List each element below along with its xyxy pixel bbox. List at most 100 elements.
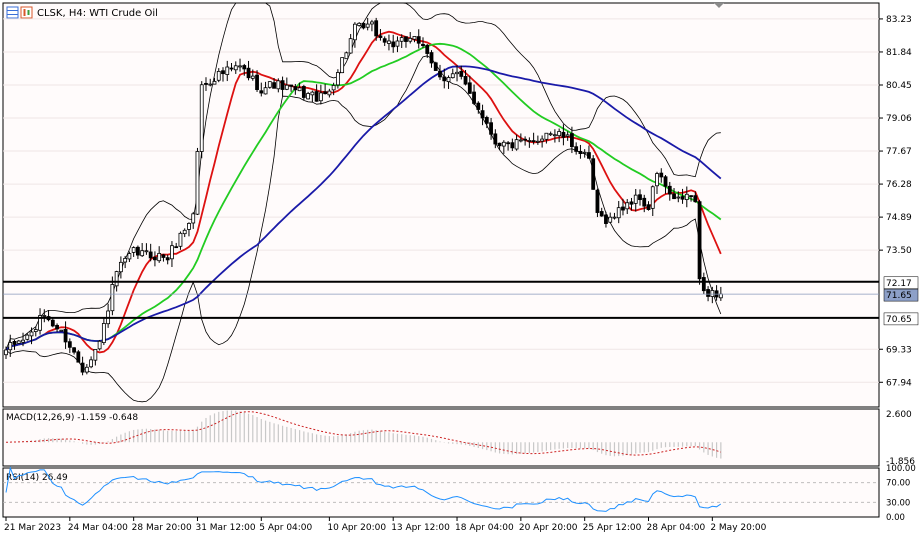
candle-body [101, 323, 106, 343]
candle [250, 69, 255, 81]
candle-body [710, 290, 715, 297]
rsi-tick-label: 70.00 [886, 479, 910, 489]
toolbar-icon-grid[interactable] [6, 6, 19, 19]
candles-icon[interactable] [20, 6, 33, 19]
toolbar-icon-candles[interactable] [20, 6, 33, 19]
candle [689, 195, 693, 202]
candle [531, 132, 536, 145]
candle [484, 115, 489, 129]
candle [174, 242, 179, 249]
candle-body [293, 86, 298, 91]
candle-body [718, 293, 723, 299]
candle [642, 194, 647, 213]
candle [127, 251, 132, 262]
candle [344, 51, 349, 60]
candle [612, 212, 617, 220]
candle [161, 253, 166, 262]
candle [263, 81, 268, 95]
candle [357, 22, 362, 27]
candle-body [621, 206, 625, 211]
time-tick-label: 31 Mar 12:00 [195, 523, 255, 533]
candle [267, 81, 272, 89]
macd-label: MACD(12,26,9) -1.159 -0.648 [6, 413, 138, 423]
candle [97, 339, 102, 351]
candle-body [370, 21, 374, 25]
candle-body [689, 195, 693, 198]
candle-body [157, 252, 162, 262]
candle [489, 117, 493, 140]
grid-layer [3, 18, 879, 383]
candle-body [4, 349, 8, 356]
price-tick-label: 79.06 [886, 114, 912, 124]
candle-body [650, 186, 655, 209]
rsi-label: RSI(14) 26.49 [6, 473, 68, 483]
candle-body [255, 74, 259, 90]
candle [89, 356, 93, 369]
candle-body [301, 86, 306, 98]
candle-body [701, 277, 706, 292]
candle-body [544, 132, 549, 140]
candle [506, 140, 510, 151]
fast-ma-line [5, 30, 722, 354]
candle-body [72, 347, 76, 353]
candle-body [387, 40, 391, 44]
candle [587, 145, 591, 159]
candle-body [582, 151, 587, 154]
candle [659, 168, 664, 183]
candle-body [446, 77, 451, 83]
candle [72, 347, 76, 355]
grid-icon[interactable] [6, 6, 19, 19]
candle-body [404, 36, 408, 42]
candle-body [114, 271, 119, 287]
candle [93, 349, 98, 366]
candle [33, 326, 38, 337]
candle-body [416, 36, 421, 44]
candle [191, 211, 196, 229]
candle [514, 134, 519, 151]
candle-body [633, 194, 638, 204]
candle [63, 321, 68, 349]
candle-body [684, 193, 689, 200]
candle [195, 147, 200, 216]
candle-body [561, 131, 566, 138]
candle-body [267, 81, 272, 88]
candle-body [395, 40, 400, 47]
rsi-tick-label: 0.00 [886, 513, 905, 523]
candle-body [250, 75, 255, 79]
time-tick-label: 2 May 20:00 [710, 523, 766, 533]
candle [701, 272, 706, 295]
candle [493, 129, 498, 149]
candle-body [557, 131, 562, 137]
candle-body [238, 65, 242, 68]
candle-body [642, 197, 647, 207]
candle [459, 65, 464, 80]
chart-shift-marker-icon[interactable] [714, 3, 724, 8]
candle [442, 68, 447, 89]
candle [625, 199, 630, 215]
rsi-line [5, 466, 722, 512]
candle [353, 22, 357, 48]
candle-body [21, 339, 25, 343]
candle-body [306, 93, 311, 100]
candle [272, 77, 276, 89]
candle-body [323, 91, 328, 95]
candle [463, 70, 468, 86]
candle [548, 131, 553, 137]
candle-body [429, 52, 434, 64]
candles-layer [4, 17, 723, 376]
candle [412, 36, 417, 43]
level-price-label-box [883, 312, 919, 326]
candle-body [552, 134, 557, 137]
candle-body [80, 362, 85, 373]
candle-body [357, 22, 362, 26]
candle [276, 78, 281, 93]
candle [455, 65, 459, 82]
candle-body [182, 229, 187, 235]
candle-body [604, 214, 608, 224]
time-tick-label: 13 Apr 12:00 [391, 523, 450, 533]
candle [123, 255, 128, 269]
candle [433, 61, 438, 71]
candle [544, 132, 549, 144]
